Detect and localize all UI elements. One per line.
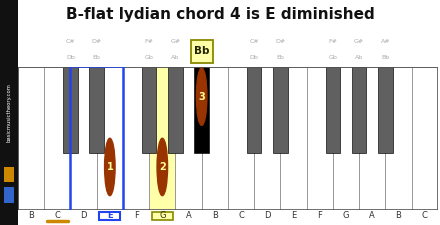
Text: Bb: Bb (194, 46, 209, 56)
Bar (194, 67, 209, 153)
Bar (70, 66, 123, 211)
Text: 2: 2 (159, 162, 166, 172)
Text: A: A (369, 211, 375, 220)
Bar (18, 67, 44, 210)
Bar (63, 67, 78, 153)
Text: D#: D# (275, 39, 286, 44)
Text: Gb: Gb (145, 55, 154, 60)
Text: G#: G# (354, 39, 364, 44)
Text: Eb: Eb (276, 55, 284, 60)
Bar (359, 67, 385, 210)
Text: C#: C# (249, 39, 259, 44)
Text: E: E (291, 211, 296, 220)
Bar (44, 67, 70, 210)
Bar (228, 67, 254, 210)
Text: F#: F# (328, 39, 337, 44)
Bar (89, 67, 104, 153)
Bar (123, 67, 149, 210)
Bar (280, 67, 307, 210)
Text: G: G (343, 211, 349, 220)
Text: F#: F# (145, 39, 154, 44)
Text: D#: D# (92, 39, 102, 44)
Text: Ab: Ab (355, 55, 363, 60)
Bar (152, 212, 173, 220)
Text: 1: 1 (106, 162, 113, 172)
Bar (191, 40, 213, 63)
Text: Ab: Ab (171, 55, 180, 60)
Circle shape (196, 68, 207, 125)
Bar (168, 67, 183, 153)
Text: A#: A# (381, 39, 390, 44)
Bar (378, 67, 392, 153)
Bar (352, 67, 367, 153)
Text: Bb: Bb (381, 55, 389, 60)
Text: F: F (317, 211, 322, 220)
Text: B: B (396, 211, 401, 220)
Text: Gb: Gb (328, 55, 337, 60)
Text: F: F (134, 211, 139, 220)
Bar (142, 67, 156, 153)
Bar (326, 67, 340, 153)
Circle shape (157, 138, 168, 196)
Text: Eb: Eb (93, 55, 101, 60)
Text: D: D (264, 211, 271, 220)
Bar (273, 67, 288, 153)
Bar (411, 67, 438, 210)
Bar (99, 212, 120, 220)
Text: G#: G# (170, 39, 180, 44)
Text: Db: Db (66, 55, 75, 60)
Text: B-flat lydian chord 4 is E diminished: B-flat lydian chord 4 is E diminished (66, 7, 374, 22)
Text: D: D (81, 211, 87, 220)
Text: B: B (28, 211, 34, 220)
Bar (176, 67, 202, 210)
Bar (247, 67, 261, 153)
Text: C: C (422, 211, 428, 220)
Text: A: A (186, 211, 191, 220)
Text: B: B (212, 211, 218, 220)
Bar (97, 67, 123, 210)
Text: C: C (55, 211, 60, 220)
Text: basicmusictheory.com: basicmusictheory.com (7, 83, 11, 142)
Text: G: G (159, 211, 165, 220)
Text: C#: C# (66, 39, 75, 44)
Text: 3: 3 (198, 92, 205, 102)
Circle shape (105, 138, 115, 196)
Text: Db: Db (250, 55, 259, 60)
Bar (149, 67, 176, 210)
Bar (254, 67, 280, 210)
Bar (307, 67, 333, 210)
Text: C: C (238, 211, 244, 220)
Bar (202, 67, 228, 210)
Bar (70, 67, 97, 210)
Bar (333, 67, 359, 210)
Bar (385, 67, 411, 210)
Text: E: E (107, 211, 113, 220)
